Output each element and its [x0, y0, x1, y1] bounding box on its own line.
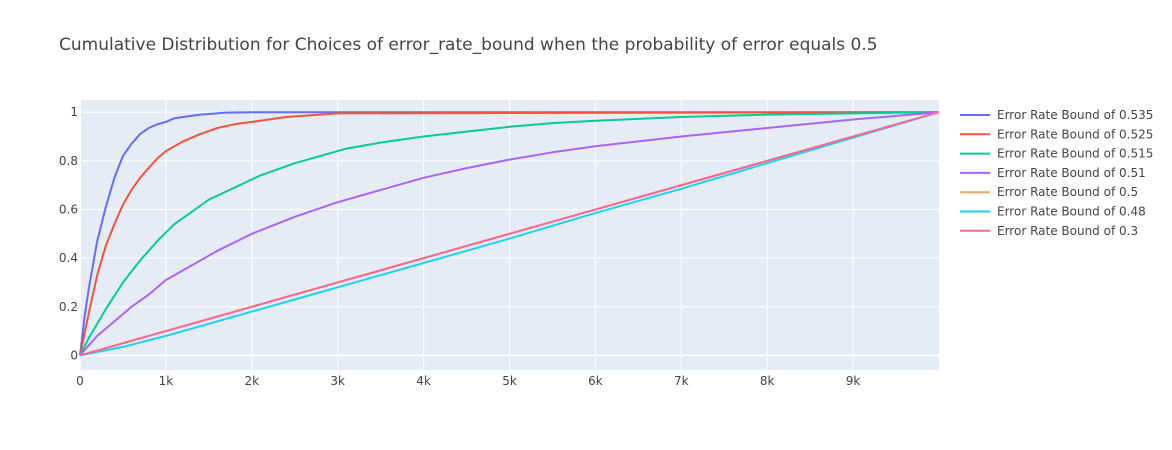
legend-label: Error Rate Bound of 0.515: [997, 147, 1153, 161]
x-tick-label: 7k: [674, 374, 689, 388]
legend[interactable]: Error Rate Bound of 0.535 Error Rate Boun…: [960, 108, 1153, 238]
series-line[interactable]: [79, 111, 940, 357]
legend-item[interactable]: Error Rate Bound of 0.535: [960, 108, 1153, 122]
legend-label: Error Rate Bound of 0.5: [997, 185, 1138, 199]
legend-item[interactable]: Error Rate Bound of 0.525: [960, 127, 1153, 141]
series-lines: [79, 111, 940, 357]
series-line[interactable]: [79, 111, 939, 356]
y-axis-ticks: 0 0.2 0.4 0.6 0.8 1: [59, 105, 78, 362]
chart-title: Cumulative Distribution for Choices of e…: [59, 35, 878, 55]
x-tick-label: 8k: [760, 374, 775, 388]
y-tick-label: 0.8: [59, 154, 78, 168]
x-tick-label: 6k: [588, 374, 603, 388]
x-tick-label: 5k: [502, 374, 517, 388]
series-line[interactable]: [79, 111, 940, 356]
legend-item[interactable]: Error Rate Bound of 0.3: [960, 224, 1138, 238]
y-tick-label: 0.2: [59, 300, 78, 314]
legend-item[interactable]: Error Rate Bound of 0.5: [960, 185, 1138, 199]
x-tick-label: 9k: [846, 374, 861, 388]
zero-line: [79, 100, 939, 370]
series-line[interactable]: [79, 111, 940, 357]
legend-item[interactable]: Error Rate Bound of 0.51: [960, 166, 1146, 180]
x-axis-ticks: 0 1k 2k 3k 4k 5k 6k 7k 8k 9k: [76, 374, 860, 388]
legend-label: Error Rate Bound of 0.3: [997, 224, 1138, 238]
y-tick-label: 0.4: [59, 251, 78, 265]
y-tick-label: 0.6: [59, 202, 78, 216]
series-line[interactable]: [79, 111, 940, 356]
legend-label: Error Rate Bound of 0.48: [997, 205, 1146, 219]
x-tick-label: 0: [76, 374, 84, 388]
y-tick-label: 0: [70, 348, 78, 362]
legend-label: Error Rate Bound of 0.535: [997, 108, 1153, 122]
x-tick-label: 1k: [159, 374, 174, 388]
legend-item[interactable]: Error Rate Bound of 0.515: [960, 147, 1153, 161]
legend-label: Error Rate Bound of 0.51: [997, 166, 1146, 180]
x-tick-label: 2k: [245, 374, 260, 388]
x-tick-label: 4k: [416, 374, 431, 388]
series-line[interactable]: [79, 111, 940, 357]
y-tick-label: 1: [70, 105, 78, 119]
x-tick-label: 3k: [330, 374, 345, 388]
legend-label: Error Rate Bound of 0.525: [997, 127, 1153, 141]
legend-item[interactable]: Error Rate Bound of 0.48: [960, 205, 1146, 219]
